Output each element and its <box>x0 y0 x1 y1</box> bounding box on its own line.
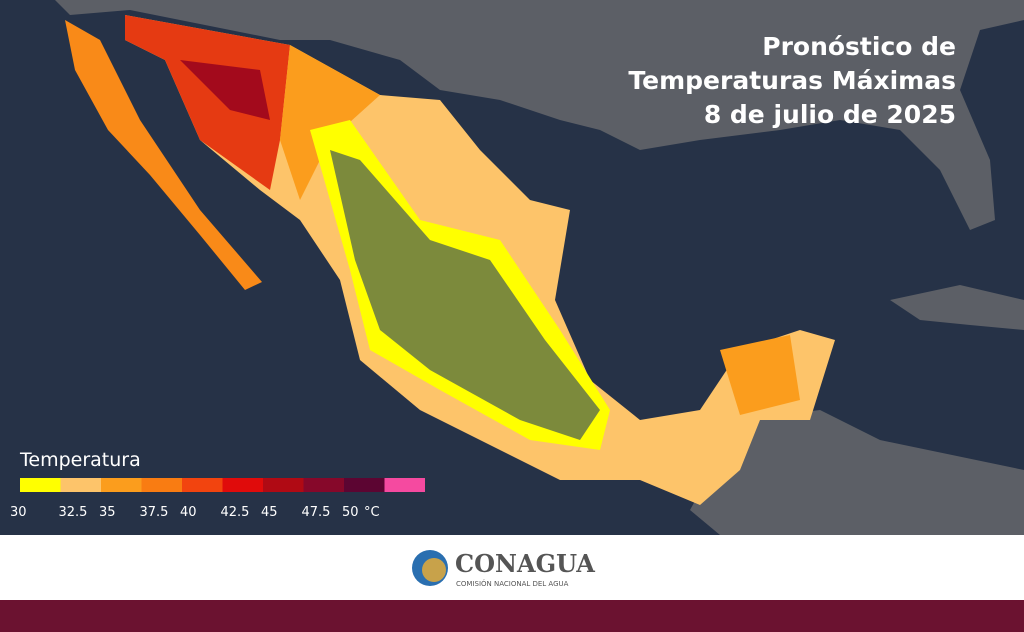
legend-swatch <box>182 478 223 492</box>
land-north <box>55 0 1024 230</box>
logo-name: CONAGUA <box>455 549 595 578</box>
footer <box>0 535 1024 600</box>
legend-tick-label: 40 <box>180 505 197 520</box>
baja-california <box>65 20 262 290</box>
legend-tick-label: 30 <box>10 505 27 520</box>
footer-band <box>0 600 1024 632</box>
legend-tick-label: 47.5 <box>302 505 331 520</box>
legend-swatch <box>344 478 385 492</box>
highlands <box>330 150 600 440</box>
land-cuba <box>890 285 1024 330</box>
legend-swatch <box>101 478 142 492</box>
legend-tick-label: 45 <box>261 505 278 520</box>
legend-title: Temperatura <box>19 449 141 471</box>
hot-zone <box>125 15 290 190</box>
legend-swatch <box>141 478 182 492</box>
legend-tick-label: 37.5 <box>140 505 169 520</box>
land-central-america <box>690 410 1024 535</box>
legend-swatch <box>384 478 425 492</box>
legend-tick-label: 35 <box>99 505 116 520</box>
legend-swatch <box>303 478 344 492</box>
extreme-zone <box>180 60 270 120</box>
yucatan-warm <box>720 335 800 415</box>
logo-subtitle: COMISIÓN NACIONAL DEL AGUA <box>456 579 569 588</box>
legend-tick-label: 50 <box>342 505 359 520</box>
title-line: Pronóstico de <box>762 32 956 61</box>
legend-tick-label: 32.5 <box>59 505 88 520</box>
legend-swatch <box>222 478 263 492</box>
legend-swatch <box>263 478 304 492</box>
legend-tick-label: 42.5 <box>221 505 250 520</box>
title-line: Temperaturas Máximas <box>628 66 956 95</box>
warm-zone <box>280 45 380 200</box>
legend-swatch <box>20 478 61 492</box>
logo-icon-inner <box>422 558 446 582</box>
legend-swatch <box>60 478 101 492</box>
legend-unit: °C <box>364 505 380 520</box>
title-line: 8 de julio de 2025 <box>704 100 956 129</box>
